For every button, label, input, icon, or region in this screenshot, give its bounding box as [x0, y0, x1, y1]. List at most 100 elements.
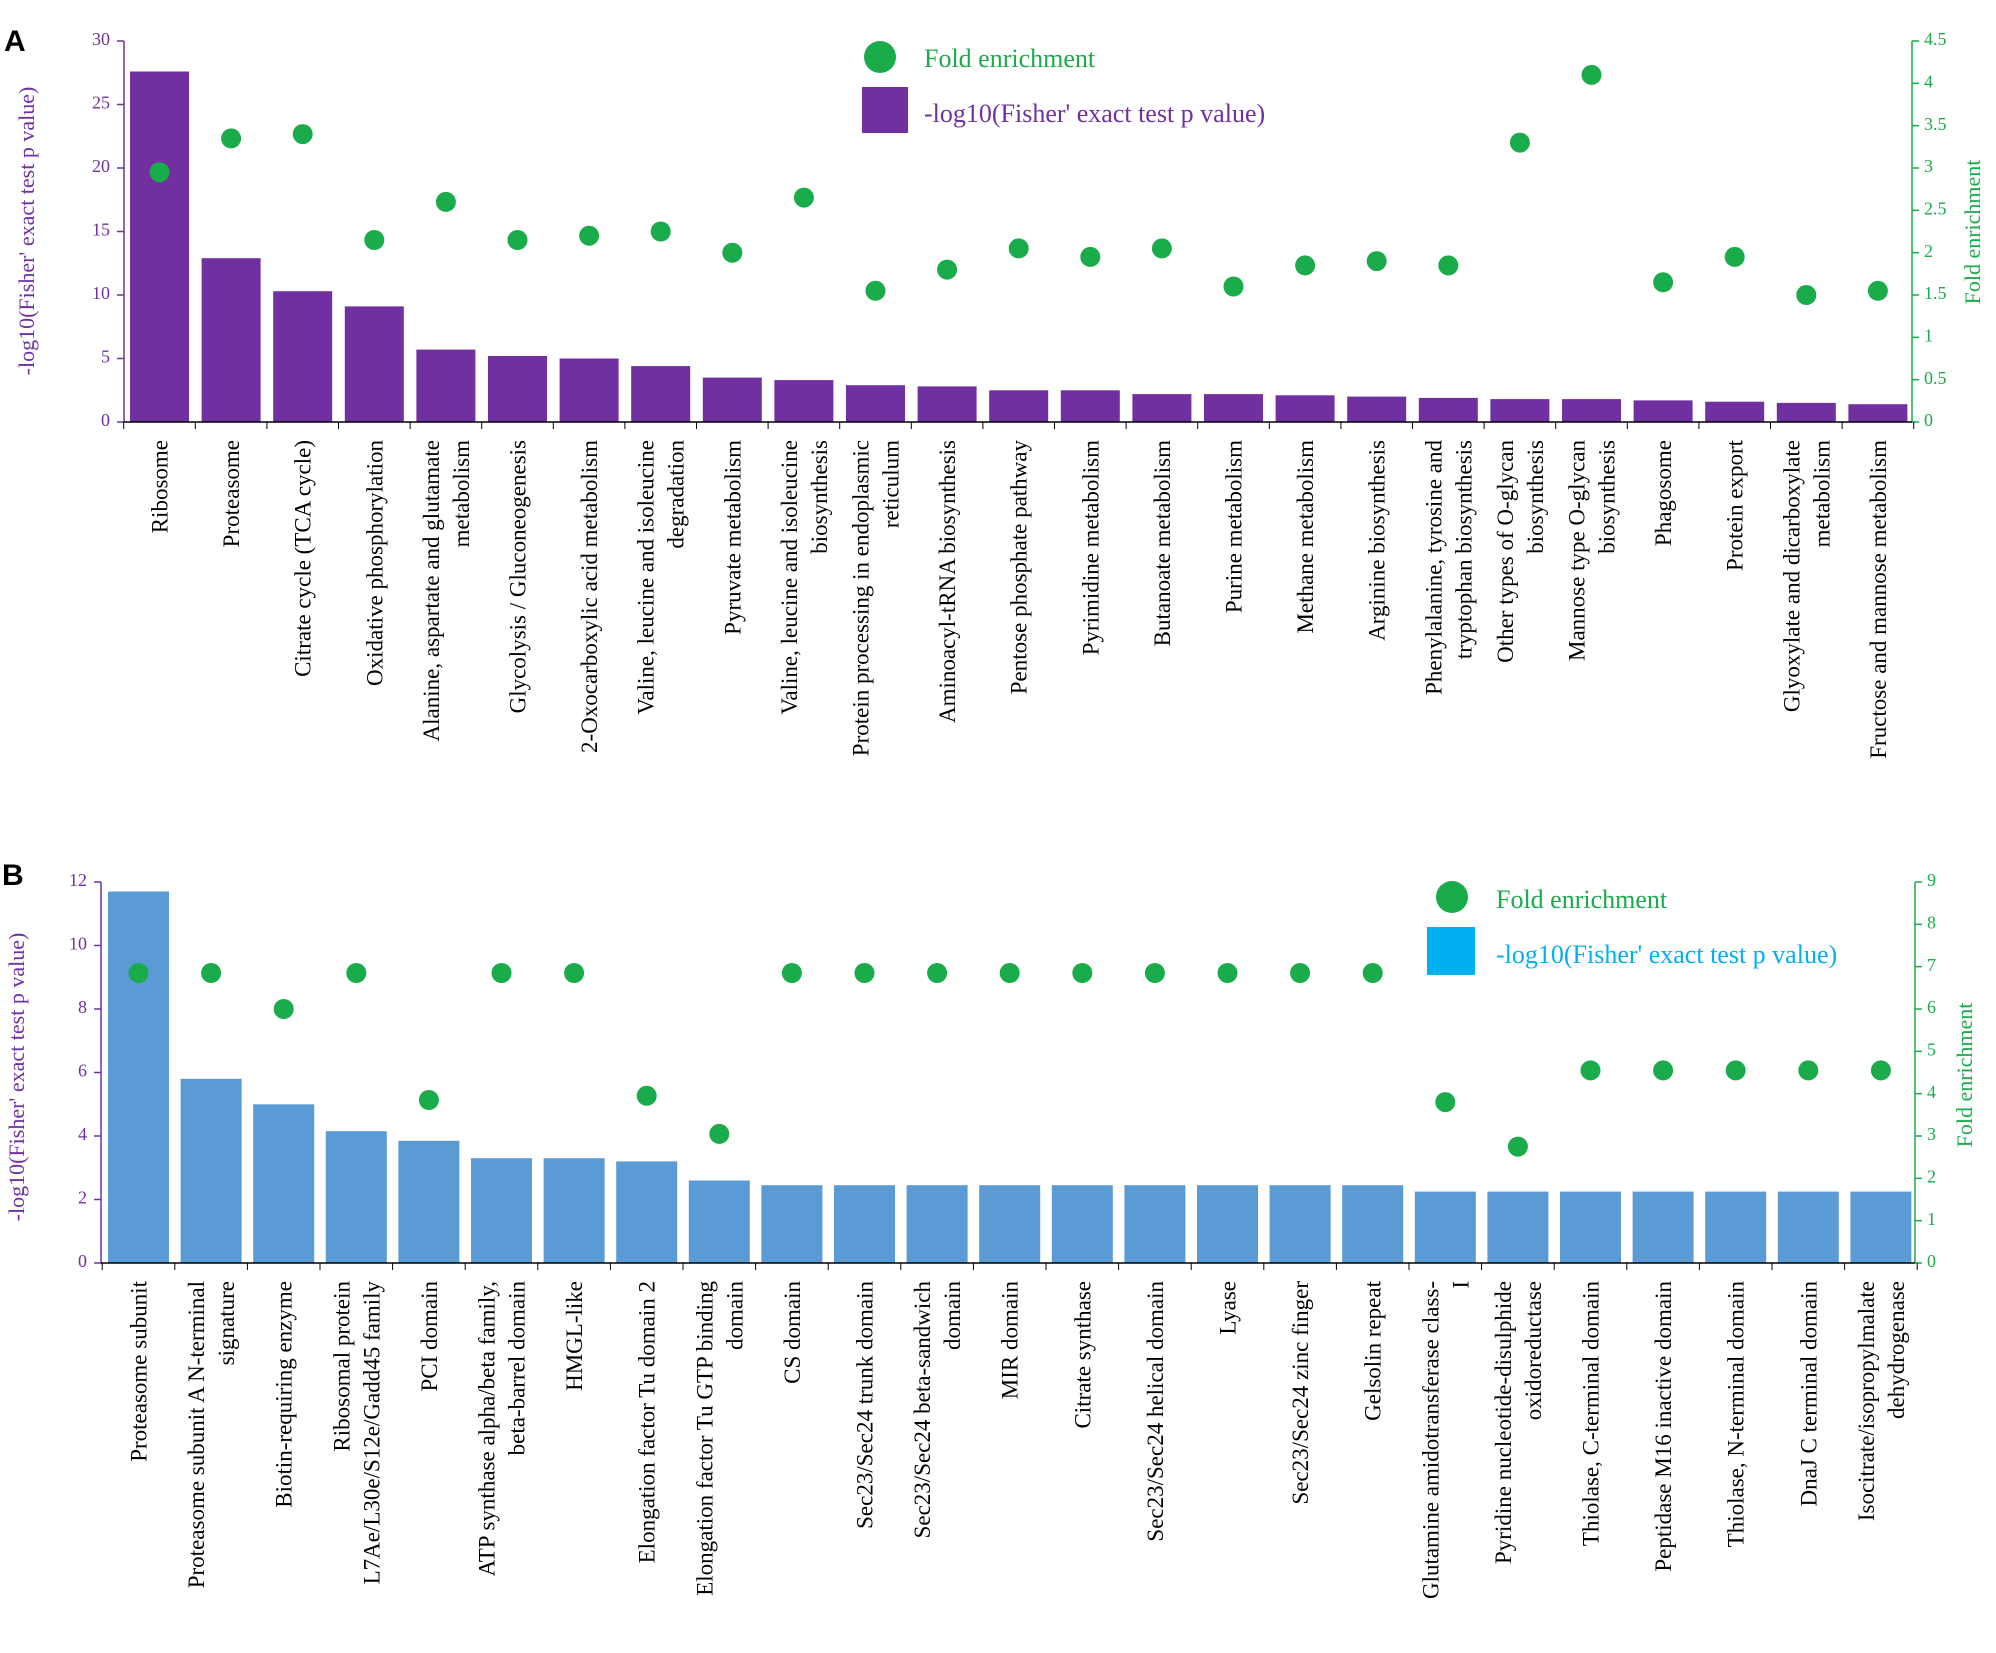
panel-b-category-label: Thiolase, N-terminal domain — [1724, 1281, 1749, 1548]
panel-a-category-label: Valine, leucine and isoleucine degradatio… — [634, 440, 689, 715]
panel-b-y-title: -log10(Fisher' exact test p value) — [4, 933, 29, 1222]
panel-a-bar — [1060, 390, 1120, 423]
panel-b-fold-dot — [564, 963, 585, 983]
panel-a-fold-dot — [149, 162, 170, 183]
panel-a-bar — [1705, 401, 1765, 422]
panel-b-bar — [325, 1131, 387, 1263]
panel-a-bar — [1418, 397, 1478, 422]
panel-b-category-label: DnaJ C terminal domain — [1796, 1281, 1821, 1507]
panel-a-fold-dot — [1295, 255, 1316, 276]
panel-b-fold-dot — [128, 963, 149, 983]
panel-b-bar — [1051, 1185, 1113, 1263]
panel-b-right-tick-label: 6 — [1927, 997, 1936, 1017]
panel-a-fold-dot — [1653, 272, 1674, 293]
panel-b-left-tick-label: 12 — [69, 870, 87, 890]
panel-b-category-label: PCI domain — [417, 1281, 442, 1392]
panel-b-category-label: Elongation factor Tu domain 2 — [635, 1281, 660, 1563]
panel-a-fold-dot — [579, 225, 600, 246]
panel-a-category-label: Pentose phosphate pathway — [1007, 440, 1032, 695]
panel-b-category-label: Biotin-requiring enzyme — [272, 1281, 297, 1508]
panel-b-fold-dot — [1072, 963, 1093, 983]
panel-a-right-tick-label: 4 — [1924, 71, 1933, 91]
panel-a-right-tick-label: 4.5 — [1924, 29, 1947, 49]
panel-a-category-label: Glyoxylate and dicarboxylate metabolism — [1779, 440, 1834, 712]
panel-a-label: A — [4, 25, 26, 58]
panel-a-legend-fold-label: Fold enrichment — [924, 44, 1096, 73]
panel-b-fold-dot — [1580, 1060, 1601, 1081]
panel-a-bar — [416, 349, 476, 422]
panel-a-category-label: Butanoate metabolism — [1150, 440, 1175, 646]
panel-a-category-label: Protein processing in endoplasmic reticul… — [849, 440, 904, 756]
panel-b-fold-dot — [854, 963, 875, 983]
panel-a-fold-dot — [435, 191, 456, 212]
panel-a-left-tick-label: 0 — [101, 410, 110, 430]
panel-a-bar — [1204, 394, 1263, 422]
panel-a-fold-dot — [1080, 246, 1101, 267]
panel-a-fold-dot — [1509, 132, 1530, 153]
panel-b-bar — [616, 1161, 678, 1263]
panel-b-bar — [1124, 1185, 1186, 1263]
panel-b-bar — [1197, 1185, 1258, 1263]
panel-b-fold-dot — [1435, 1092, 1456, 1113]
panel-b-right-tick-label: 4 — [1927, 1082, 1936, 1102]
panel-a-category-label: Oxidative phosphorylation — [362, 440, 387, 686]
panel-b-legend-fold-label: Fold enrichment — [1496, 885, 1668, 914]
panel-a-category-label: 2-Oxocarboxylic acid metabolism — [577, 440, 602, 753]
panel-b-right-tick-label: 8 — [1927, 912, 1936, 932]
panel-b-bar — [398, 1140, 460, 1263]
panel-a-category-label: Protein export — [1723, 439, 1748, 571]
panel-b-fold-dot — [201, 963, 222, 983]
panel-b-fold-dot — [636, 1085, 657, 1106]
panel-b-right-tick-label: 3 — [1927, 1124, 1936, 1144]
panel-b-right-tick-label: 5 — [1927, 1039, 1936, 1059]
panel-a-bar — [130, 71, 189, 422]
panel-b-bar — [543, 1158, 605, 1263]
panel-b-bar — [979, 1185, 1041, 1263]
panel-a-right-tick-label: 2.5 — [1924, 198, 1947, 218]
panel-b-category-label: Proteasome subunit A N-terminal signature — [184, 1281, 239, 1588]
panel-b-left-tick-label: 4 — [78, 1124, 87, 1144]
panel-a-fold-dot — [292, 124, 313, 145]
panel-a-fold-dot — [1724, 246, 1745, 267]
panel-a-category-label: Arginine biosynthesis — [1365, 440, 1390, 641]
panel-b-category-label: Citrate synthase — [1070, 1281, 1095, 1429]
panel-b-label: B — [2, 859, 24, 892]
panel-b-right-tick-label: 7 — [1927, 955, 1936, 975]
panel-b-category-label: Sec23/Sec24 beta-sandwich domain — [910, 1281, 965, 1539]
panel-a-left-tick-label: 5 — [101, 347, 110, 367]
panel-b-bar — [1777, 1191, 1839, 1263]
panel-a-category-label: Valine, leucine and isoleucine biosynthes… — [777, 440, 832, 715]
panel-a-category-label: Methane metabolism — [1293, 440, 1318, 634]
panel-b-y-title-right: Fold enrichment — [1952, 1003, 1977, 1148]
panel-b-bar — [1414, 1191, 1476, 1263]
panel-a-legend-dot — [864, 41, 896, 73]
panel-b-bar — [1705, 1191, 1767, 1263]
panel-a-fold-dot — [1008, 238, 1029, 259]
panel-b-category-label: Peptidase M16 inactive domain — [1651, 1281, 1676, 1572]
panel-a-bar — [1490, 399, 1550, 422]
panel-a-left-tick-label: 30 — [92, 29, 110, 49]
panel-b-fold-dot — [999, 963, 1020, 983]
panel-b-category-label: CS domain — [780, 1281, 805, 1384]
panel-a-bar — [989, 390, 1049, 423]
panel-a-left-tick-label: 15 — [92, 220, 110, 240]
panel-a-category-label: Phagosome — [1651, 440, 1676, 546]
panel-b-left-tick-label: 0 — [78, 1251, 87, 1271]
panel-a-fold-dot — [865, 280, 886, 301]
panel-a-right-tick-label: 2 — [1924, 241, 1933, 261]
panel-a-fold-dot — [793, 187, 814, 208]
panel-b-category-label: Isocitrate/isopropylmalate dehydrogenase — [1854, 1281, 1909, 1521]
panel-b-category-label: Gelsolin repeat — [1361, 1280, 1386, 1420]
panel-a-legend-square — [862, 87, 908, 133]
panel-b-bar — [1342, 1185, 1404, 1263]
panel-b-bar — [108, 891, 169, 1263]
panel-a-category-label: Citrate cycle (TCA cycle) — [291, 440, 316, 677]
panel-a-fold-dot — [1366, 251, 1387, 272]
panel-b-fold-dot — [346, 963, 367, 983]
panel-a-category-label: Purine metabolism — [1222, 440, 1247, 613]
panel-b-bar — [1487, 1191, 1549, 1263]
panel-a-category-label: Proteasome — [219, 440, 244, 547]
panel-b-fold-dot — [1362, 963, 1383, 983]
panel-b-legend-dot — [1436, 881, 1468, 913]
panel-a-bar — [1776, 402, 1836, 422]
